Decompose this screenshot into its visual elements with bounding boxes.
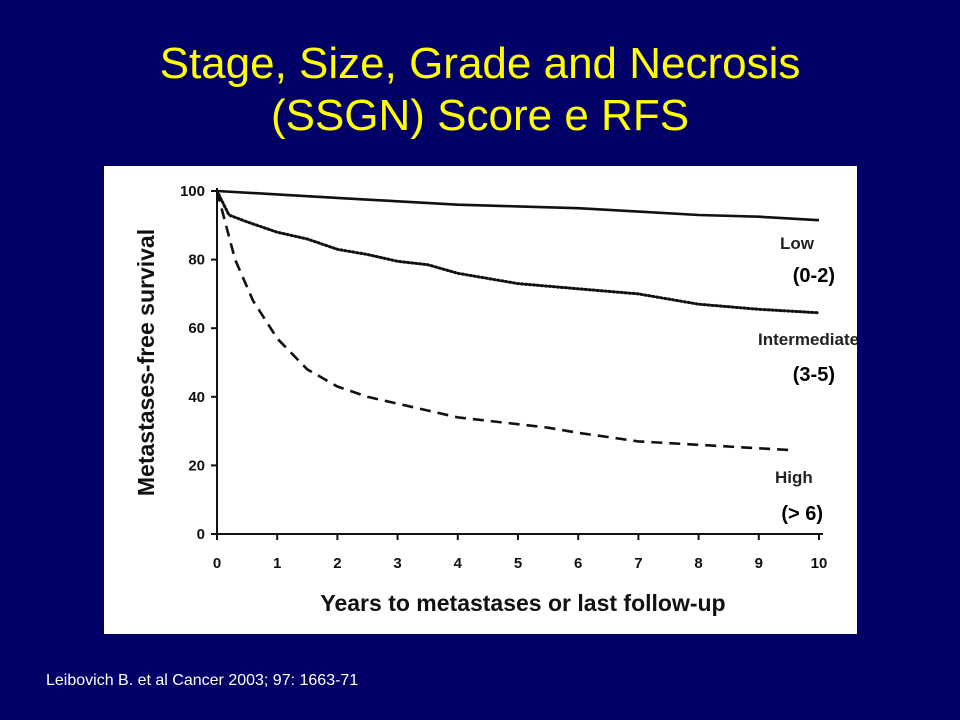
y-tick-label: 60 — [188, 320, 205, 337]
x-tick-label: 6 — [574, 555, 582, 572]
score-label-high: (> 6) — [781, 503, 823, 525]
x-tick-label: 5 — [514, 555, 522, 572]
y-tick-label: 80 — [188, 252, 205, 269]
x-tick-label: 10 — [811, 555, 828, 572]
y-tick-label: 0 — [197, 526, 205, 543]
x-tick-label: 1 — [273, 555, 281, 572]
series-line-high — [215, 190, 789, 452]
x-axis-title: Years to metastases or last follow-up — [320, 590, 725, 616]
chart-ticks: 0 20 40 60 80 100 0 1 2 3 4 5 6 7 8 9 10 — [180, 183, 827, 572]
series-line-intermediate — [215, 189, 821, 315]
survival-chart: 0 20 40 60 80 100 0 1 2 3 4 5 6 7 8 9 10 Low (0-2) Interme… — [133, 183, 857, 616]
x-tick-label: 8 — [694, 555, 702, 572]
chart-curves — [215, 189, 821, 452]
series-label-low: Low — [780, 234, 815, 253]
chart-axes — [216, 188, 823, 535]
slide-title: Stage, Size, Grade and Necrosis (SSGN) S… — [0, 38, 960, 142]
series-line-low — [216, 189, 820, 222]
y-tick-label: 100 — [180, 183, 205, 200]
y-tick-label: 20 — [188, 457, 205, 474]
score-label-intermediate: (3-5) — [793, 364, 835, 386]
x-tick-label: 9 — [755, 555, 763, 572]
series-label-intermediate: Intermediate — [758, 330, 857, 349]
citation: Leibovich B. et al Cancer 2003; 97: 1663… — [46, 672, 359, 689]
score-label-low: (0-2) — [793, 265, 835, 287]
chart-labels: Low (0-2) Intermediate (3-5) High (> 6) — [758, 234, 857, 525]
x-tick-label: 3 — [393, 555, 401, 572]
title-line-2: (SSGN) Score e RFS — [270, 91, 690, 140]
y-tick-label: 40 — [188, 389, 205, 406]
x-tick-label: 7 — [634, 555, 642, 572]
x-tick-label: 4 — [454, 555, 463, 572]
y-axis-title: Metastases-free survival — [133, 229, 159, 496]
title-line-1: Stage, Size, Grade and Necrosis — [159, 39, 801, 88]
x-tick-label: 0 — [213, 555, 221, 572]
x-tick-label: 2 — [333, 555, 341, 572]
survival-chart-panel: 0 20 40 60 80 100 0 1 2 3 4 5 6 7 8 9 10 Low (0-2) Interme… — [104, 166, 857, 634]
series-label-high: High — [775, 468, 813, 487]
